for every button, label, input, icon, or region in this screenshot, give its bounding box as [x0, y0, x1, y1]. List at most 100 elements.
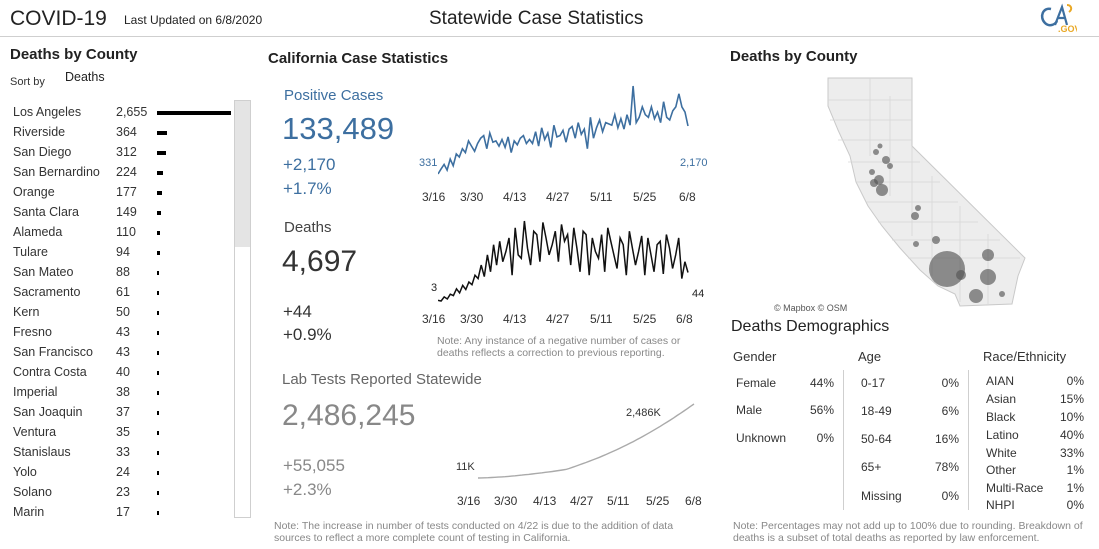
bubble-orange [956, 270, 966, 280]
county-bar[interactable] [157, 391, 159, 395]
deaths-sparkline[interactable] [438, 215, 694, 307]
positive-cases-sparkline[interactable] [438, 80, 694, 180]
california-outline [827, 77, 1026, 307]
county-bar[interactable] [157, 171, 164, 175]
county-row[interactable]: San Francisco 43 [13, 345, 233, 365]
county-row[interactable]: Ventura 35 [13, 425, 233, 445]
bubble-san-francisco [869, 169, 875, 175]
county-bar[interactable] [157, 131, 168, 135]
race-row-value: 40% [1059, 428, 1084, 442]
gender-row-value: 44% [809, 376, 834, 390]
scrollbar-thumb[interactable] [235, 101, 250, 247]
county-deaths: 43 [116, 345, 130, 359]
race-row-value: 15% [1059, 392, 1084, 406]
county-bar[interactable] [157, 251, 160, 255]
california-map[interactable] [820, 76, 1030, 308]
county-name: Riverside [13, 125, 66, 139]
county-bar[interactable] [157, 291, 159, 295]
county-deaths: 40 [116, 365, 130, 379]
county-row[interactable]: Solano 23 [13, 485, 233, 505]
deaths-demographics-title: Deaths Demographics [731, 318, 890, 335]
county-bar[interactable] [157, 271, 160, 275]
race-row-label: Black [986, 410, 1016, 424]
county-name: Alameda [13, 225, 63, 239]
age-row-label: 50-64 [861, 432, 892, 446]
county-bar[interactable] [157, 211, 162, 215]
header-divider [0, 36, 1099, 37]
bubble-solano [873, 149, 879, 155]
county-deaths: 364 [116, 125, 137, 139]
ca-gov-logo[interactable]: .GOV [1037, 3, 1081, 34]
county-bar[interactable] [157, 411, 159, 415]
county-row[interactable]: Fresno 43 [13, 325, 233, 345]
deaths-last-label: 44 [692, 288, 705, 300]
county-row[interactable]: Kern 50 [13, 305, 233, 325]
deaths-pct: +0.9% [283, 325, 332, 344]
county-bar[interactable] [157, 451, 159, 455]
county-bar[interactable] [157, 351, 159, 355]
county-name: Ventura [13, 425, 57, 439]
county-row[interactable]: Santa Clara 149 [13, 205, 233, 225]
county-row[interactable]: Tulare 94 [13, 245, 233, 265]
sort-by-dropdown[interactable]: Deaths [65, 70, 105, 84]
county-row[interactable]: Contra Costa 40 [13, 365, 233, 385]
county-row[interactable]: San Diego 312 [13, 145, 233, 165]
lab-tests-label: Lab Tests Reported Statewide [282, 371, 482, 388]
deaths-change: +44 [283, 302, 312, 321]
county-bar[interactable] [157, 431, 159, 435]
county-bar[interactable] [157, 331, 159, 335]
date-tick: 3/30 [460, 312, 484, 326]
deaths-by-county-title: Deaths by County [10, 46, 138, 63]
county-deaths: 94 [116, 245, 130, 259]
map-credit[interactable]: © Mapbox © OSM [774, 303, 848, 313]
county-name: Imperial [13, 385, 58, 399]
date-tick: 5/11 [607, 494, 630, 508]
county-bar[interactable] [157, 511, 159, 515]
lab-tests-note: Note: The increase in number of tests co… [274, 520, 674, 544]
bubble-riverside [980, 269, 996, 285]
bubble-fresno [915, 205, 921, 211]
county-row[interactable]: San Joaquin 37 [13, 405, 233, 425]
county-row[interactable]: Orange 177 [13, 185, 233, 205]
county-bar[interactable] [157, 231, 161, 235]
county-bar[interactable] [157, 191, 162, 195]
race-row-value: 0% [1066, 498, 1084, 512]
county-row[interactable]: Riverside 364 [13, 125, 233, 145]
date-tick: 4/13 [503, 190, 527, 204]
bubble-san-mateo [870, 179, 878, 187]
county-row[interactable]: Imperial 38 [13, 385, 233, 405]
race-row-value: 33% [1059, 446, 1084, 460]
page-title: Statewide Case Statistics [429, 8, 644, 29]
date-tick: 6/8 [679, 190, 696, 204]
county-deaths: 35 [116, 425, 130, 439]
race-row-label: Asian [986, 392, 1017, 406]
date-tick: 5/11 [590, 190, 613, 204]
county-row[interactable]: Marin 17 [13, 505, 233, 525]
county-row[interactable]: San Mateo 88 [13, 265, 233, 285]
county-row[interactable]: Stanislaus 33 [13, 445, 233, 465]
gender-row-value: 56% [809, 403, 834, 417]
date-tick: 3/16 [422, 190, 446, 204]
county-row[interactable]: San Bernardino 224 [13, 165, 233, 185]
county-deaths: 50 [116, 305, 130, 319]
date-tick: 4/27 [570, 494, 594, 508]
county-bar[interactable] [157, 471, 159, 475]
county-bar[interactable] [157, 491, 159, 495]
lab-tests-sparkline[interactable] [478, 400, 698, 482]
age-row-value: 0% [941, 376, 959, 390]
county-row[interactable]: Yolo 24 [13, 465, 233, 485]
lab-tests-pct: +2.3% [283, 480, 332, 499]
county-bar[interactable] [157, 311, 159, 315]
county-row[interactable]: Los Angeles 2,655 [13, 105, 233, 125]
lab-tests-change: +55,055 [283, 456, 345, 475]
county-deaths: 224 [116, 165, 137, 179]
county-name: Kern [13, 305, 40, 319]
race-row-value: 0% [1066, 374, 1084, 388]
county-bar[interactable] [157, 111, 231, 115]
positive-first-label: 331 [419, 157, 438, 169]
county-deaths: 43 [116, 325, 130, 339]
county-row[interactable]: Alameda 110 [13, 225, 233, 245]
county-bar[interactable] [157, 371, 159, 375]
county-bar[interactable] [157, 151, 166, 155]
county-row[interactable]: Sacramento 61 [13, 285, 233, 305]
